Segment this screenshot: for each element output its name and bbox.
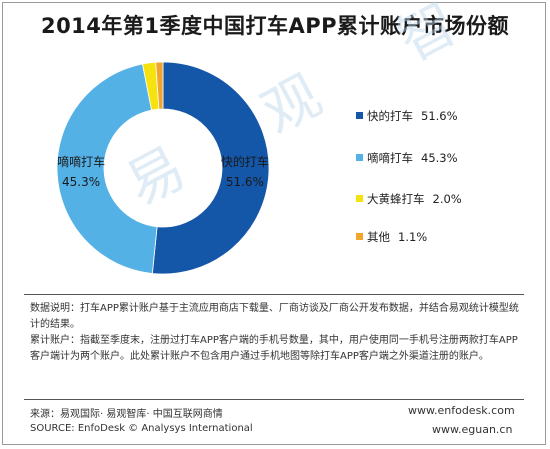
chart-title: 2014年第1季度中国打车APP累计账户市场份额 (40, 14, 510, 38)
separator-top (24, 294, 524, 295)
legend-item-2: 嘀嘀打车 45.3% (356, 150, 458, 166)
slice-label-value-1: 51.6% (226, 175, 264, 189)
legend-value-3: 2.0% (432, 192, 462, 206)
legend-value-1: 51.6% (421, 109, 458, 123)
source-cn: 来源：易观国际· 易观智库· 中国互联网商情 (30, 409, 223, 420)
slice-label-value-2: 45.3% (62, 175, 100, 189)
slice-label-name-1: 快的打车 (221, 154, 269, 169)
legend-label-1: 快的打车 (367, 109, 413, 123)
chart-frame (2, 2, 546, 445)
source-en: SOURCE: EnfoDesk © Analysys Internationa… (30, 423, 253, 434)
legend-value-4: 1.1% (398, 230, 428, 244)
pie-slice-2 (56, 63, 158, 274)
legend-item-3: 大黄蜂打车 2.0% (356, 191, 462, 207)
notes-line-2: 累计账户：指截至季度末，注册过打车APP客户端的手机号数量，其中，用户使用同一手… (30, 335, 518, 362)
legend-item-4: 其他 1.1% (356, 229, 427, 245)
pie-slice-1 (151, 61, 270, 275)
notes-line-1: 数据说明：打车APP累计账户基于主流应用商店下载量、厂商访谈及厂商公开发布数据，… (30, 303, 519, 330)
legend-label-4: 其他 (367, 230, 390, 244)
legend-swatch-1 (356, 112, 363, 119)
legend-swatch-4 (356, 233, 363, 240)
url-enfodesk[interactable]: www.enfodesk.com (408, 404, 515, 417)
pie-slice-4 (155, 61, 164, 110)
legend-label-2: 嘀嘀打车 (367, 151, 413, 165)
separator-bottom (24, 399, 524, 400)
url-eguan[interactable]: www.eguan.cn (432, 423, 513, 436)
legend-label-3: 大黄蜂打车 (367, 192, 425, 206)
legend-value-2: 45.3% (421, 151, 458, 165)
legend-item-1: 快的打车 51.6% (356, 108, 458, 124)
data-notes: 数据说明：打车APP累计账户基于主流应用商店下载量、厂商访谈及厂商公开发布数据，… (30, 301, 522, 365)
legend-swatch-3 (356, 195, 363, 202)
legend-swatch-2 (356, 154, 363, 161)
slice-label-name-2: 嘀嘀打车 (57, 154, 105, 169)
